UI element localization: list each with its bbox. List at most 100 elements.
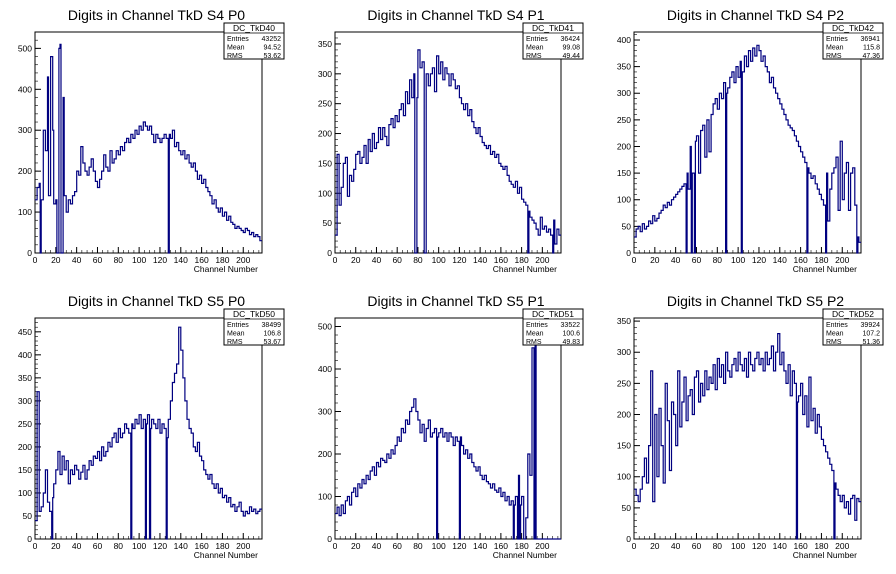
x-tick-label: 80 — [713, 255, 723, 265]
stats-value: 43252 — [262, 36, 282, 43]
stats-value: 99.08 — [562, 45, 580, 52]
histogram-series — [35, 43, 262, 254]
chart-title: Digits in Channel TkD S4 P2 — [667, 7, 844, 23]
chart-title: Digits in Channel TkD S5 P2 — [667, 293, 844, 309]
x-tick-label: 20 — [650, 541, 660, 551]
x-tick-label: 20 — [51, 255, 61, 265]
x-tick-label: 120 — [153, 255, 167, 265]
stats-value: 94.52 — [263, 45, 281, 52]
x-tick-label: 20 — [650, 255, 660, 265]
y-tick-label: 150 — [617, 168, 631, 178]
stats-key: Mean — [227, 45, 245, 52]
y-tick-label: 50 — [323, 218, 333, 228]
histogram-series — [634, 333, 861, 540]
stats-key: Mean — [227, 331, 245, 338]
stats-frame — [223, 22, 285, 60]
x-tick-label: 120 — [752, 255, 766, 265]
x-tick-label: 80 — [413, 255, 423, 265]
x-axis-label: Channel Number — [793, 264, 857, 274]
x-tick-label: 0 — [333, 541, 338, 551]
y-tick-label: 100 — [318, 492, 332, 502]
stats-box: DC_TkD52 Entries 39924 Mean 107.2 RMS 51.36 — [822, 308, 884, 346]
x-tick-label: 0 — [33, 255, 38, 265]
stats-box: DC_TkD50 Entries 38499 Mean 106.8 RMS 53.67 — [223, 308, 285, 346]
stats-key: Mean — [826, 331, 844, 338]
plot-frame — [34, 317, 263, 540]
y-tick-label: 150 — [617, 441, 631, 451]
x-tick-label: 80 — [114, 541, 124, 551]
y-tick-label: 400 — [318, 364, 332, 374]
y-tick-label: 200 — [318, 129, 332, 139]
x-tick-label: 120 — [153, 541, 167, 551]
chart-title: Digits in Channel TkD S5 P1 — [367, 293, 544, 309]
x-tick-label: 100 — [731, 541, 745, 551]
x-tick-label: 120 — [452, 541, 466, 551]
histogram-series — [335, 49, 561, 254]
y-tick-label: 300 — [617, 347, 631, 357]
y-tick-label: 350 — [617, 62, 631, 72]
x-tick-label: 80 — [413, 541, 423, 551]
y-tick-label: 200 — [18, 442, 32, 452]
y-tick-label: 200 — [617, 409, 631, 419]
stats-box: DC_TkD41 Entries 36424 Mean 99.08 RMS 49.44 — [522, 22, 584, 60]
stats-key: Entries — [526, 36, 548, 43]
stats-value: 49.44 — [562, 53, 580, 60]
y-tick-label: 0 — [27, 534, 32, 544]
x-tick-label: 140 — [773, 255, 787, 265]
stats-frame — [522, 22, 584, 60]
stats-key: Entries — [526, 322, 548, 329]
x-tick-label: 60 — [692, 255, 702, 265]
x-tick-label: 80 — [114, 255, 124, 265]
chart-panel-2: Digits in Channel TkD S4 P20501001502002… — [617, 7, 884, 274]
stats-key: Entries — [826, 322, 848, 329]
y-tick-label: 400 — [18, 350, 32, 360]
stats-box: DC_TkD40 Entries 43252 Mean 94.52 RMS 53.62 — [223, 22, 285, 60]
chart-panel-0: Digits in Channel TkD S4 P00100200300400… — [18, 7, 285, 274]
chart-panel-3: Digits in Channel TkD S5 P00501001502002… — [18, 293, 285, 560]
chart-title: Digits in Channel TkD S5 P0 — [68, 293, 245, 309]
stats-frame — [822, 22, 884, 60]
x-tick-label: 60 — [392, 255, 402, 265]
y-tick-label: 300 — [18, 125, 32, 135]
x-tick-label: 40 — [72, 255, 82, 265]
y-tick-label: 250 — [617, 115, 631, 125]
stats-value: 115.8 — [863, 45, 880, 52]
x-tick-label: 160 — [794, 541, 808, 551]
stats-box: DC_TkD51 Entries 33522 Mean 100.6 RMS 49.83 — [522, 308, 584, 346]
x-tick-label: 80 — [713, 541, 723, 551]
y-tick-label: 0 — [626, 248, 631, 258]
stats-name: DC_TkD41 — [532, 23, 574, 33]
plot-frame — [633, 31, 862, 254]
x-tick-label: 160 — [195, 541, 209, 551]
stats-value: 51.36 — [862, 339, 880, 346]
y-tick-label: 350 — [617, 316, 631, 326]
x-tick-label: 120 — [452, 255, 466, 265]
x-tick-label: 60 — [93, 255, 103, 265]
x-tick-label: 40 — [72, 541, 82, 551]
x-tick-label: 40 — [372, 541, 382, 551]
x-tick-label: 0 — [632, 255, 637, 265]
x-axis-label: Channel Number — [194, 264, 258, 274]
x-tick-label: 180 — [515, 255, 529, 265]
x-tick-label: 20 — [51, 541, 61, 551]
x-tick-label: 120 — [752, 541, 766, 551]
x-tick-label: 0 — [632, 541, 637, 551]
stats-frame — [522, 308, 584, 346]
y-tick-label: 350 — [318, 39, 332, 49]
x-tick-label: 140 — [473, 541, 487, 551]
x-tick-label: 160 — [494, 541, 508, 551]
stats-frame — [223, 308, 285, 346]
x-tick-label: 100 — [132, 541, 146, 551]
histogram-series — [35, 326, 262, 540]
stats-name: DC_TkD40 — [233, 23, 275, 33]
y-tick-label: 0 — [626, 534, 631, 544]
stats-value: 53.67 — [263, 339, 281, 346]
y-tick-label: 200 — [18, 166, 32, 176]
x-tick-label: 160 — [195, 255, 209, 265]
stats-key: RMS — [227, 53, 243, 60]
plot-frame — [633, 317, 862, 540]
stats-key: Entries — [227, 322, 249, 329]
x-tick-label: 140 — [473, 255, 487, 265]
y-tick-label: 450 — [18, 327, 32, 337]
